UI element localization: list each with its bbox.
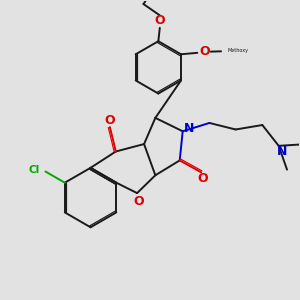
Text: N: N <box>184 122 194 135</box>
Text: O: O <box>200 45 210 58</box>
Text: O: O <box>154 14 164 27</box>
Text: O: O <box>133 195 144 208</box>
Text: Methoxy: Methoxy <box>228 48 249 53</box>
Text: Cl: Cl <box>29 165 40 175</box>
Text: N: N <box>277 145 287 158</box>
Text: O: O <box>105 114 115 127</box>
Text: O: O <box>197 172 208 185</box>
